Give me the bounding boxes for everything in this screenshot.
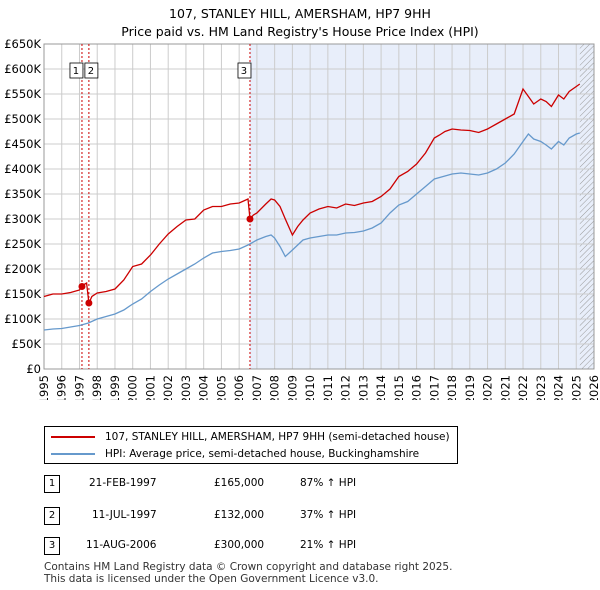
x-tick-label: 2009 — [285, 375, 299, 400]
y-tick-label: £550K — [4, 87, 41, 101]
y-tick-label: £350K — [4, 187, 41, 201]
x-tick-label: 2020 — [481, 375, 495, 400]
x-tick-label: 2014 — [374, 375, 388, 400]
legend: 107, STANLEY HILL, AMERSHAM, HP7 9HH (se… — [44, 426, 458, 464]
footer-licence: This data is licensed under the Open Gov… — [44, 573, 379, 585]
x-tick-label: 2026 — [587, 375, 600, 400]
sale-hpi-diff: 87% ↑ HPI — [300, 477, 357, 489]
y-tick-label: £450K — [4, 137, 41, 151]
x-tick-label: 2018 — [445, 375, 459, 400]
y-tick-label: £100K — [4, 312, 41, 326]
sale-date: 11-JUL-1997 — [92, 509, 157, 521]
x-tick-label: 2025 — [569, 375, 583, 400]
legend-item-property: 107, STANLEY HILL, AMERSHAM, HP7 9HH (se… — [51, 429, 450, 445]
post-sale-shaded-region — [249, 44, 594, 369]
y-tick-label: £150K — [4, 287, 41, 301]
chart-title-line1: 107, STANLEY HILL, AMERSHAM, HP7 9HH — [169, 6, 431, 21]
legend-label-hpi: HPI: Average price, semi-detached house,… — [105, 448, 420, 460]
y-tick-label: £500K — [4, 112, 41, 126]
x-tick-label: 2022 — [516, 375, 530, 400]
y-tick-label: £0 — [26, 362, 41, 376]
forecast-hatch-region — [579, 44, 594, 369]
series-line-property — [43, 83, 581, 306]
sale-number-badge: 2 — [44, 507, 60, 525]
x-tick-label: 1997 — [72, 375, 86, 400]
x-tick-label: 1998 — [90, 375, 104, 400]
plot-border — [43, 43, 595, 370]
sale-number-label-box — [69, 62, 84, 79]
x-tick-label: 2003 — [179, 375, 193, 400]
x-tick-label: 1999 — [108, 375, 122, 400]
x-tick-label: 1995 — [37, 375, 51, 400]
x-tick-label: 2000 — [126, 375, 140, 400]
footer-copyright: Contains HM Land Registry data © Crown c… — [44, 561, 453, 573]
x-tick-label: 2001 — [143, 375, 157, 400]
sale-date: 11-AUG-2006 — [86, 539, 157, 551]
x-tick-label: 2023 — [534, 375, 548, 400]
series-line-hpi — [43, 132, 580, 331]
y-tick-label: £600K — [4, 62, 41, 76]
legend-swatch-red — [51, 436, 95, 438]
x-tick-label: 2007 — [250, 375, 264, 400]
sale-number-label: 2 — [88, 66, 94, 77]
chart-title-line2: Price paid vs. HM Land Registry's House … — [121, 24, 479, 39]
x-tick-label: 2013 — [356, 375, 370, 400]
x-tick-label: 2004 — [197, 375, 211, 400]
x-tick-label: 1996 — [55, 375, 69, 400]
y-tick-label: £400K — [4, 162, 41, 176]
legend-swatch-blue — [51, 453, 95, 455]
sale-number-label-box — [84, 62, 99, 79]
x-tick-label: 2024 — [552, 375, 566, 400]
x-tick-label: 2006 — [232, 375, 246, 400]
sales-table-row: 3 11-AUG-2006 £300,000 21% ↑ HPI — [44, 536, 464, 556]
sale-price: £132,000 — [214, 509, 265, 521]
y-tick-label: £650K — [4, 37, 41, 51]
sale-point — [85, 299, 93, 307]
x-tick-label: 2011 — [321, 375, 335, 400]
price-chart: £0 £50K £100K £150K £200K £250K £300K £350K £400… — [4, 37, 600, 400]
sale-number-label: 3 — [241, 66, 247, 77]
x-tick-label: 2005 — [214, 375, 228, 400]
sale-number-badge: 3 — [44, 537, 60, 555]
y-tick-label: £250K — [4, 237, 41, 251]
x-tick-label: 2021 — [498, 375, 512, 400]
y-tick-label: £200K — [4, 262, 41, 276]
sale-number-label-box — [237, 62, 252, 79]
x-tick-label: 2002 — [161, 375, 175, 400]
x-tick-label: 2008 — [268, 375, 282, 400]
x-tick-label: 2010 — [303, 375, 317, 400]
sale-price: £300,000 — [214, 539, 265, 551]
sale-number-label: 1 — [73, 66, 79, 77]
sales-table-row: 2 11-JUL-1997 £132,000 37% ↑ HPI — [44, 506, 464, 526]
sales-table-row: 1 21-FEB-1997 £165,000 87% ↑ HPI — [44, 474, 464, 494]
y-tick-label: £300K — [4, 212, 41, 226]
x-tick-label: 2017 — [427, 375, 441, 400]
sale-number-badge: 1 — [44, 475, 60, 493]
x-tick-label: 2012 — [339, 375, 353, 400]
x-tick-label: 2019 — [463, 375, 477, 400]
x-tick-label: 2015 — [392, 375, 406, 400]
y-tick-label: £50K — [12, 337, 42, 351]
sale-price: £165,000 — [214, 477, 265, 489]
x-tick-label: 2016 — [410, 375, 424, 400]
sale-point — [78, 283, 86, 290]
sale-date: 21-FEB-1997 — [89, 477, 157, 489]
legend-item-hpi: HPI: Average price, semi-detached house,… — [51, 446, 419, 462]
sale-hpi-diff: 37% ↑ HPI — [300, 509, 357, 521]
sale-hpi-diff: 21% ↑ HPI — [300, 539, 357, 551]
sale-point — [246, 215, 254, 223]
legend-label-property: 107, STANLEY HILL, AMERSHAM, HP7 9HH (se… — [105, 431, 450, 443]
